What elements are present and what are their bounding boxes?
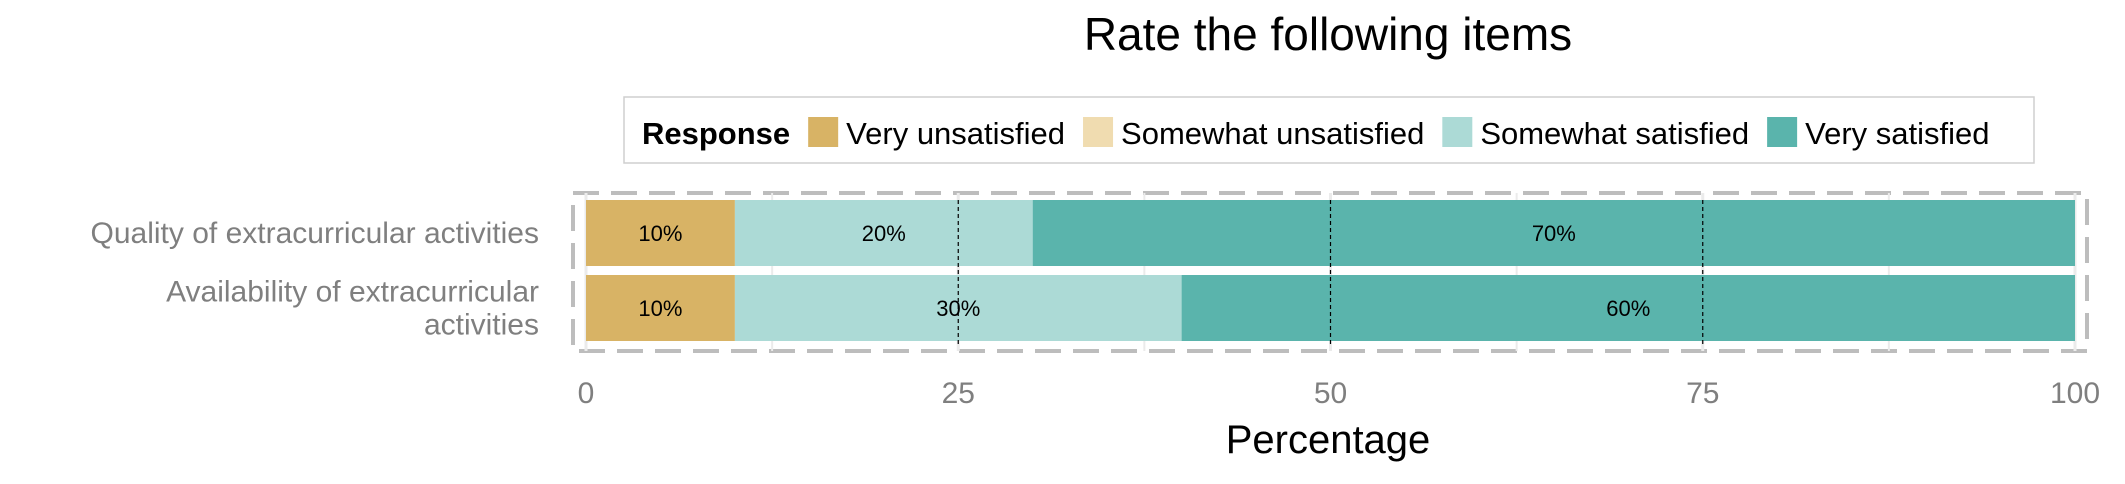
x-tick-label-1: 25 — [942, 377, 975, 410]
legend: Response Very unsatisfied Somewhat unsati… — [623, 96, 2035, 164]
data-label-row1-series1: 10% — [638, 221, 682, 246]
bar-row1-series3 — [734, 200, 1033, 266]
plot-area: 10% 20% 70% 10% 30% 60% — [571, 191, 2089, 353]
chart-title: Rate the following items — [1084, 8, 1572, 60]
category-label-2: Availability of extracurricular activitie… — [166, 276, 539, 342]
data-label-row1-series4: 70% — [1532, 221, 1576, 246]
category-labels: Quality of extracurricular activities Ava… — [91, 217, 539, 342]
legend-label-3: Somewhat satisfied — [1480, 116, 1749, 151]
reference-lines — [957, 200, 1704, 344]
legend-swatch-3 — [1442, 117, 1473, 147]
x-tick-label-2: 50 — [1314, 377, 1347, 410]
x-tick-label-3: 75 — [1686, 377, 1719, 410]
data-label-row2-series4: 60% — [1606, 296, 1650, 321]
data-label-row2-series3: 30% — [936, 296, 980, 321]
bar-row1-series4 — [1032, 200, 2075, 266]
x-tick-label-0: 0 — [578, 377, 595, 410]
legend-swatch-1 — [808, 117, 839, 147]
category-label-1: Quality of extracurricular activities — [91, 217, 539, 250]
bar-row2-series1 — [586, 275, 735, 341]
x-tick-label-4: 100 — [2050, 377, 2100, 410]
x-axis-title: Percentage — [1226, 418, 1431, 462]
legend-label-4: Very satisfied — [1805, 116, 1989, 151]
bar-row1-series1 — [586, 200, 735, 266]
x-axis-ticks: 0 25 50 75 100 — [578, 377, 2100, 410]
data-label-row1-series3: 20% — [862, 221, 906, 246]
legend-swatch-2 — [1083, 117, 1114, 147]
legend-swatch-4 — [1767, 117, 1798, 147]
legend-label-1: Very unsatisfied — [846, 116, 1065, 151]
legend-label-2: Somewhat unsatisfied — [1121, 116, 1424, 151]
legend-title: Response — [642, 116, 790, 151]
legend-box — [623, 96, 2035, 164]
data-label-row2-series1: 10% — [638, 296, 682, 321]
